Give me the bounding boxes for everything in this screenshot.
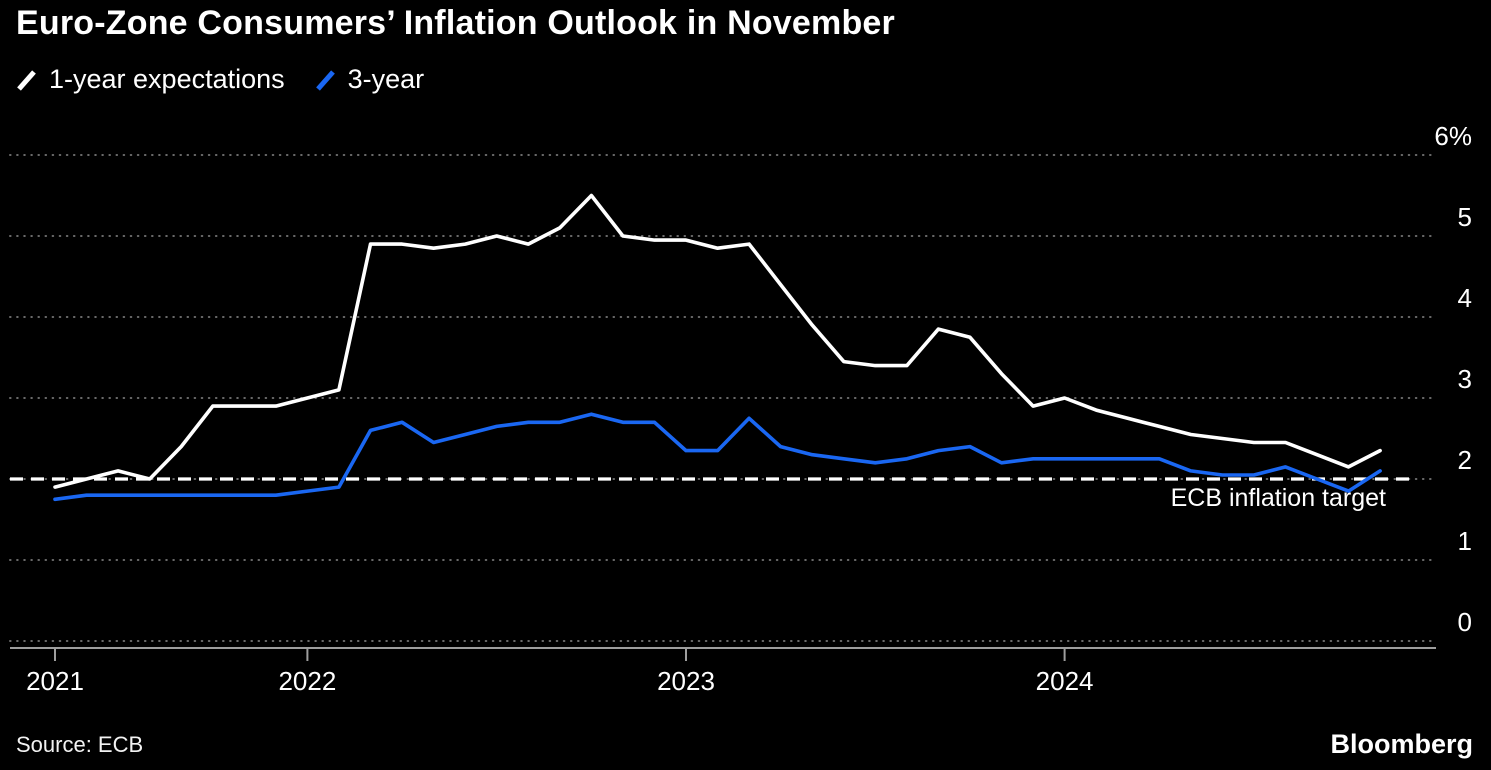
chart-legend: 1-year expectations 3-year xyxy=(16,64,424,95)
bloomberg-logo: Bloomberg xyxy=(1330,729,1473,759)
legend-label: 1-year expectations xyxy=(49,64,285,94)
x-axis-label-2021: 2021 xyxy=(26,666,84,696)
y-axis-label-1: 1 xyxy=(1458,526,1472,556)
y-axis-label-0: 0 xyxy=(1458,607,1472,637)
y-axis-label-5: 5 xyxy=(1458,202,1472,232)
x-axis-label-2022: 2022 xyxy=(278,666,336,696)
source-label: Source: ECB xyxy=(16,732,144,757)
legend-slash-icon xyxy=(17,69,36,91)
x-axis-label-2024: 2024 xyxy=(1036,666,1094,696)
series-3-year xyxy=(53,412,1382,502)
legend-item-3-year: 3-year xyxy=(315,64,425,95)
y-axis-label-3: 3 xyxy=(1458,364,1472,394)
chart-title: Euro-Zone Consumers’ Inflation Outlook i… xyxy=(16,4,895,42)
series-1-year-expectations xyxy=(53,193,1382,489)
legend-item-1-year-expectations: 1-year expectations xyxy=(16,64,285,95)
y-axis-label-2: 2 xyxy=(1458,445,1472,475)
y-axis-label-4: 4 xyxy=(1458,283,1472,313)
y-axis-label-6: 6% xyxy=(1434,121,1472,151)
legend-slash-icon xyxy=(315,69,335,91)
legend-label: 3-year xyxy=(347,64,425,94)
x-axis-label-2023: 2023 xyxy=(657,666,715,696)
